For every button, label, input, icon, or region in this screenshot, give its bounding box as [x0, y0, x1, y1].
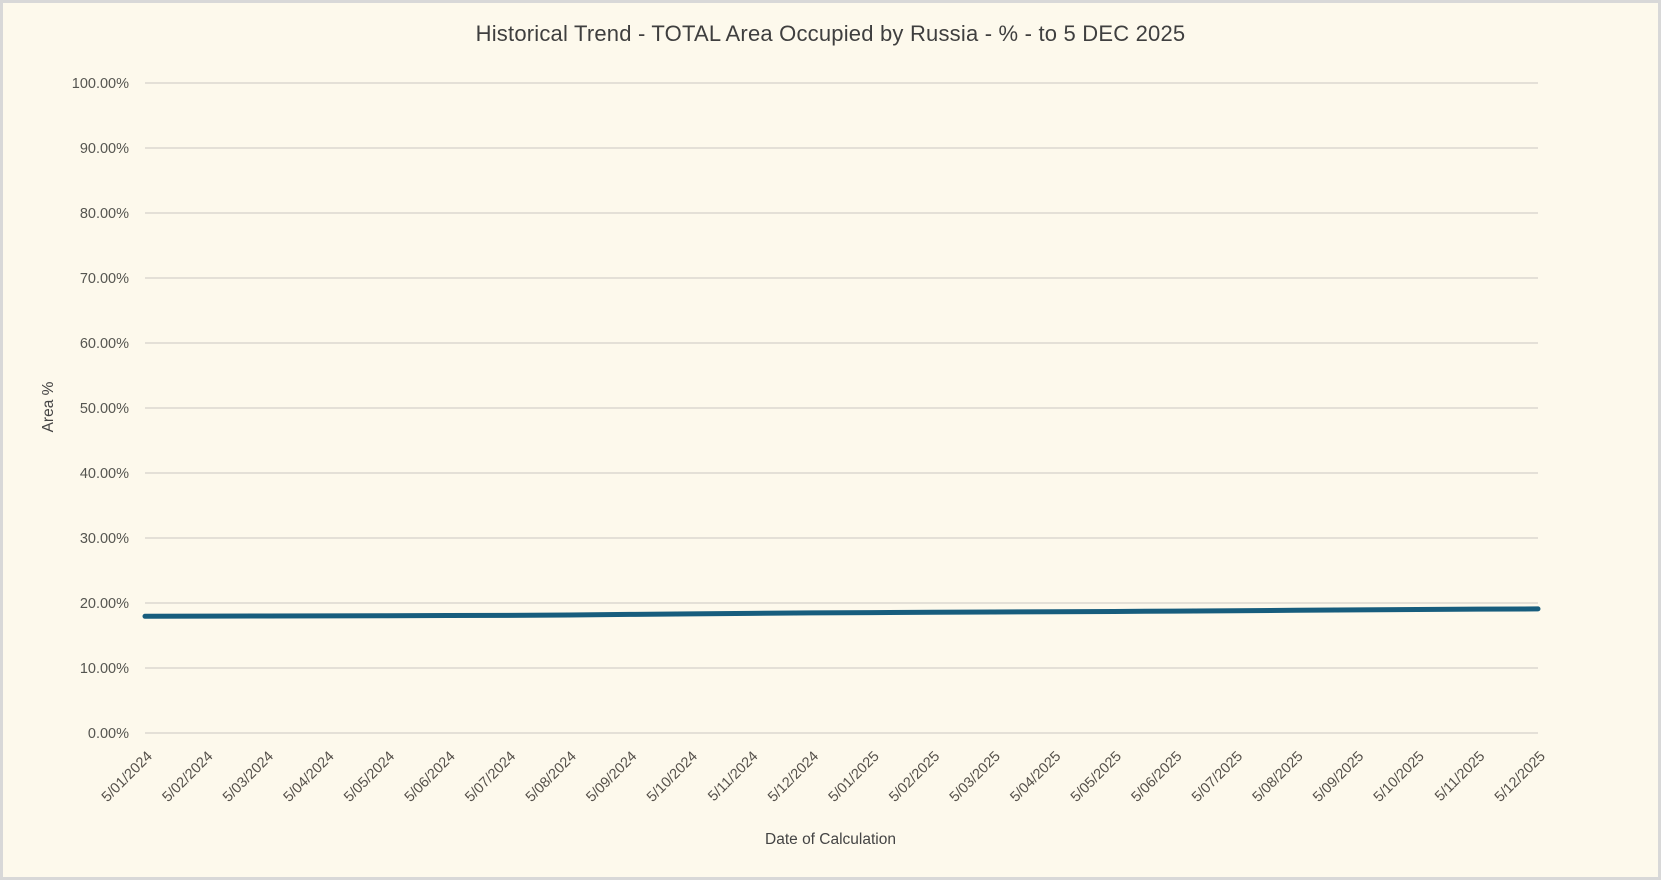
y-tick-label: 50.00%: [80, 401, 129, 417]
x-tick-label: 5/03/2025: [947, 749, 1004, 806]
x-tick-label: 5/06/2024: [402, 749, 459, 806]
y-tick-label: 40.00%: [80, 466, 129, 482]
x-tick-label: 5/10/2024: [644, 749, 701, 806]
x-tick-label: 5/05/2025: [1068, 749, 1125, 806]
y-tick-label: 60.00%: [80, 336, 129, 352]
y-tick-label: 90.00%: [80, 141, 129, 157]
x-tick-label: 5/09/2025: [1310, 749, 1367, 806]
y-tick-label: 70.00%: [80, 271, 129, 287]
x-tick-label: 5/07/2024: [462, 749, 519, 806]
x-tick-label: 5/08/2024: [523, 749, 580, 806]
chart-title: Historical Trend - TOTAL Area Occupied b…: [475, 21, 1186, 46]
x-tick-label: 5/01/2024: [99, 749, 156, 806]
x-tick-label: 5/11/2025: [1432, 749, 1488, 805]
x-tick-label: 5/04/2024: [281, 749, 338, 806]
x-tick-label: 5/05/2024: [341, 749, 398, 806]
x-tick-label: 5/12/2025: [1492, 749, 1549, 806]
x-tick-label: 5/06/2025: [1129, 749, 1186, 806]
x-tick-label: 5/08/2025: [1250, 749, 1307, 806]
data-line-total-area-occupied: [142, 606, 1541, 619]
y-tick-label: 30.00%: [80, 531, 129, 547]
y-tick-label: 20.00%: [80, 596, 129, 612]
x-axis-title: Date of Calculation: [765, 831, 896, 848]
x-tick-label: 5/12/2024: [765, 749, 822, 806]
line-chart-plot: 0.00% 10.00% 20.00% 30.00% 40.00% 50.00% 60.00…: [72, 76, 1549, 806]
x-tick-label: 5/11/2024: [705, 749, 761, 805]
x-tick-label: 5/03/2024: [220, 749, 277, 806]
x-tick-label: 5/02/2025: [886, 749, 943, 806]
y-tick-label: 80.00%: [80, 206, 129, 222]
x-tick-label: 5/01/2025: [826, 749, 883, 806]
y-tick-label: 100.00%: [72, 76, 129, 92]
x-tick-label: 5/09/2024: [583, 749, 640, 806]
x-tick-label: 5/10/2025: [1371, 749, 1428, 806]
x-tick-label: 5/07/2025: [1189, 749, 1246, 806]
x-tick-label: 5/04/2025: [1007, 749, 1064, 806]
x-tick-label: 5/02/2024: [159, 749, 216, 806]
y-tick-label: 10.00%: [80, 661, 129, 677]
y-tick-label: 0.00%: [88, 726, 129, 742]
